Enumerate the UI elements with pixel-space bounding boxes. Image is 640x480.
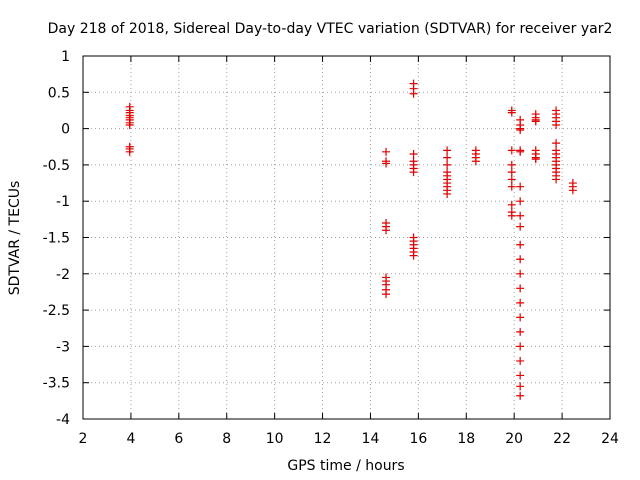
data-point — [507, 182, 516, 191]
data-point — [516, 327, 525, 336]
data-point — [516, 182, 525, 191]
y-tick-label: -0.5 — [43, 158, 70, 174]
x-tick-label: 22 — [553, 431, 571, 447]
data-point — [531, 155, 540, 164]
data-point — [382, 159, 391, 168]
y-tick-label: -3.5 — [43, 376, 70, 392]
data-point — [507, 146, 516, 155]
y-tick-label: 0 — [61, 122, 70, 138]
data-point — [507, 200, 516, 209]
y-tick-label: -3 — [56, 339, 70, 355]
grid — [83, 56, 610, 419]
y-tick-label: -2 — [56, 267, 70, 283]
x-tick-label: 16 — [409, 431, 427, 447]
data-point — [568, 186, 577, 195]
data-point — [125, 120, 134, 129]
data-point — [409, 150, 418, 159]
data-point — [409, 89, 418, 98]
x-tick-label: 4 — [126, 431, 135, 447]
data-point — [409, 251, 418, 260]
y-tick-label: -1.5 — [43, 231, 70, 247]
data-point — [516, 197, 525, 206]
data-point — [552, 175, 561, 184]
data-point — [443, 160, 452, 169]
data-point — [471, 157, 480, 166]
data-point — [443, 146, 452, 155]
y-tick-label: -1 — [56, 194, 70, 210]
data-point — [382, 290, 391, 299]
data-point — [409, 168, 418, 177]
y-tick-label: -2.5 — [43, 303, 70, 319]
chart-title: Day 218 of 2018, Sidereal Day-to-day VTE… — [48, 21, 613, 37]
x-tick-label: 24 — [601, 431, 619, 447]
data-point — [516, 298, 525, 307]
y-tick-label: -4 — [56, 412, 70, 428]
data-point — [443, 153, 452, 162]
x-tick-label: 12 — [314, 431, 332, 447]
data-point — [516, 222, 525, 231]
data-points — [125, 79, 577, 400]
x-tick-label: 10 — [266, 431, 284, 447]
data-point — [516, 147, 525, 156]
tick-labels: 2 4 6 8 10 12 14 16 18 20 22 2410.50-0.5-1-1.5-2-2.… — [43, 49, 619, 447]
x-axis-label: GPS time / hours — [287, 458, 404, 474]
x-tick-label: 6 — [174, 431, 183, 447]
data-point — [516, 342, 525, 351]
data-point — [552, 139, 561, 148]
data-point — [382, 226, 391, 235]
data-point — [507, 168, 516, 177]
data-point — [516, 240, 525, 249]
data-point — [516, 255, 525, 264]
data-point — [516, 371, 525, 380]
data-point — [516, 391, 525, 400]
axis-ticks — [82, 55, 611, 420]
data-point — [507, 160, 516, 169]
plot-frame — [82, 55, 611, 420]
data-point — [516, 126, 525, 135]
data-point — [443, 189, 452, 198]
data-point — [516, 382, 525, 391]
data-point — [507, 175, 516, 184]
x-tick-label: 2 — [79, 431, 88, 447]
data-point — [516, 284, 525, 293]
y-tick-label: 0.5 — [48, 85, 70, 101]
y-axis-label: SDTVAR / TECUs — [7, 181, 23, 296]
data-point — [507, 108, 516, 117]
data-point — [531, 117, 540, 126]
x-tick-label: 18 — [457, 431, 475, 447]
x-tick-label: 8 — [222, 431, 231, 447]
y-tick-label: 1 — [61, 49, 70, 65]
data-point — [516, 211, 525, 220]
data-point — [552, 120, 561, 129]
data-point — [382, 147, 391, 156]
x-tick-label: 20 — [505, 431, 523, 447]
data-point — [507, 211, 516, 220]
data-point — [516, 356, 525, 365]
data-point — [516, 269, 525, 278]
data-point — [125, 147, 134, 156]
data-point — [516, 313, 525, 322]
x-tick-label: 14 — [362, 431, 380, 447]
